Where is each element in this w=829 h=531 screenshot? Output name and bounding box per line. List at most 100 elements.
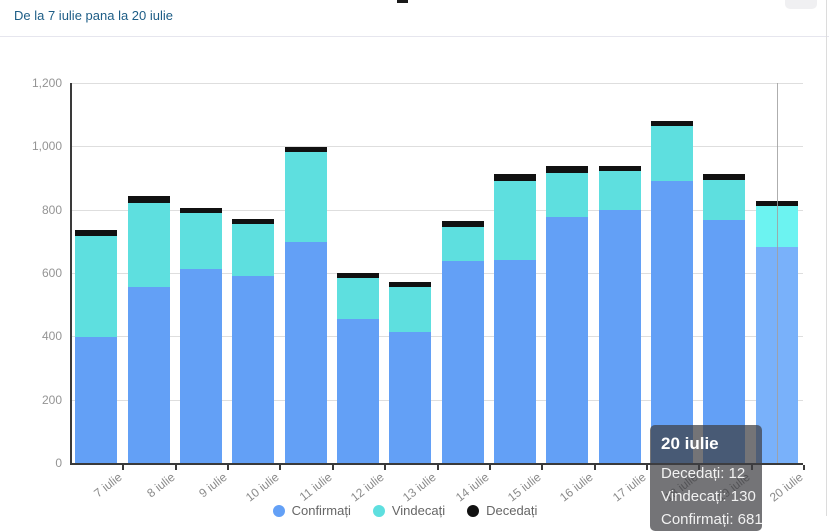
bar-segment-vindecati[interactable]	[546, 172, 589, 217]
x-axis-tick	[331, 465, 334, 470]
bar-segment-decedati[interactable]	[651, 121, 694, 127]
legend-swatch-icon	[467, 504, 480, 517]
gridline-200	[70, 399, 803, 401]
bar-segment-vindecati[interactable]	[494, 181, 537, 260]
y-tick-label: 200	[41, 392, 62, 407]
bar-segment-vindecati[interactable]	[389, 286, 432, 333]
x-axis-tick	[593, 465, 596, 470]
tooltip-recovered-line: Vindecați: 130	[661, 488, 756, 505]
legend-label: Decedați	[486, 503, 538, 518]
tooltip-deaths-line: Decedați: 12	[661, 465, 746, 482]
chart-subtitle: De la 7 iulie pana la 20 iulie	[14, 8, 173, 23]
legend-swatch-icon	[272, 504, 285, 517]
bar-13-iulie[interactable]	[389, 281, 432, 463]
bar-segment-decedati[interactable]	[179, 208, 222, 214]
bar-12-iulie[interactable]	[336, 273, 379, 463]
bar-segment-confirmati[interactable]	[441, 261, 484, 463]
bar-18-iulie[interactable]	[651, 121, 694, 463]
bar-segment-decedati[interactable]	[127, 196, 170, 204]
bar-15-iulie[interactable]	[494, 173, 537, 463]
bar-segment-vindecati[interactable]	[75, 235, 118, 338]
bar-segment-decedati[interactable]	[284, 146, 327, 152]
bar-segment-vindecati[interactable]	[441, 226, 484, 262]
bar-16-iulie[interactable]	[546, 165, 589, 463]
legend-item-confirmați[interactable]: Confirmați	[272, 503, 351, 518]
legend-label: Confirmați	[291, 503, 351, 518]
gridline-400	[70, 336, 803, 338]
bar-segment-vindecati[interactable]	[598, 170, 641, 210]
x-axis-tick	[122, 465, 125, 470]
bar-segment-decedati[interactable]	[703, 174, 746, 180]
header-menu-button[interactable]	[785, 0, 817, 9]
header-divider	[0, 36, 829, 37]
hover-crosshair-line	[776, 83, 779, 463]
bar-segment-decedati[interactable]	[389, 281, 432, 287]
y-axis-line	[70, 83, 72, 465]
x-axis-tick	[174, 465, 177, 470]
y-tick-label: 400	[41, 329, 62, 344]
gridline-800	[70, 209, 803, 211]
y-tick-label: 800	[41, 202, 62, 217]
legend-item-decedați[interactable]: Decedați	[467, 503, 537, 518]
bar-segment-confirmati[interactable]	[651, 181, 694, 463]
tooltip-confirmed-line: Confirmați: 681	[661, 511, 763, 528]
bar-segment-confirmati[interactable]	[494, 260, 537, 463]
bar-segment-confirmati[interactable]	[703, 220, 746, 463]
bar-segment-vindecati[interactable]	[127, 203, 170, 288]
bar-segment-vindecati[interactable]	[284, 151, 327, 242]
gridline-600	[70, 273, 803, 274]
bar-19-iulie[interactable]	[703, 174, 746, 463]
bar-9-iulie[interactable]	[179, 208, 222, 463]
bar-segment-decedati[interactable]	[546, 165, 589, 173]
bar-8-iulie[interactable]	[127, 196, 170, 463]
x-axis-tick	[645, 465, 648, 470]
x-axis-tick	[436, 465, 439, 470]
tooltip-title: 20 iulie	[661, 434, 719, 453]
bar-segment-decedati[interactable]	[232, 218, 275, 224]
cropped-title-remnant	[397, 0, 408, 3]
bar-segment-vindecati[interactable]	[651, 126, 694, 182]
gridline-1,200	[70, 83, 803, 84]
y-tick-label: 1,000	[31, 139, 62, 154]
x-axis-tick	[279, 465, 282, 470]
chart-legend: Confirmați Vindecați Decedați	[0, 503, 810, 518]
bar-14-iulie[interactable]	[441, 220, 484, 463]
y-tick-label: 600	[41, 266, 62, 280]
stacked-bar-chart: 0 200 400 600 800 1,000 1,200 7 iulie 8 iulie 9 i…	[31, 76, 805, 504]
bar-11-iulie[interactable]	[284, 146, 327, 463]
x-axis-tick	[541, 465, 544, 470]
bar-segment-vindecati[interactable]	[336, 278, 379, 319]
bar-segment-confirmati[interactable]	[179, 268, 222, 463]
x-axis-tick	[803, 465, 805, 470]
legend-label: Vindecați	[391, 503, 446, 518]
y-tick-label: 0	[55, 456, 62, 470]
legend-swatch-icon	[372, 504, 385, 517]
bar-segment-confirmati[interactable]	[284, 241, 327, 463]
page-right-border	[826, 0, 827, 516]
bar-segment-confirmati[interactable]	[389, 332, 432, 463]
bar-segment-decedati[interactable]	[494, 173, 537, 182]
bar-segment-decedati[interactable]	[441, 220, 484, 227]
x-axis-tick	[488, 465, 491, 470]
x-axis-tick	[227, 465, 230, 470]
bar-7-iulie[interactable]	[75, 230, 118, 463]
bar-segment-confirmati[interactable]	[336, 318, 379, 463]
x-axis-line	[70, 463, 803, 465]
y-tick-label: 1,200	[31, 76, 62, 90]
bar-segment-confirmati[interactable]	[127, 287, 170, 463]
bar-segment-vindecati[interactable]	[232, 223, 275, 276]
bar-segment-confirmati[interactable]	[75, 337, 118, 463]
bar-segment-vindecati[interactable]	[179, 213, 222, 269]
bar-segment-decedati[interactable]	[336, 273, 379, 279]
bar-segment-decedati[interactable]	[75, 230, 118, 236]
bar-17-iulie[interactable]	[598, 165, 641, 463]
bar-10-iulie[interactable]	[232, 218, 275, 463]
bar-segment-vindecati[interactable]	[703, 179, 746, 221]
bar-segment-confirmati[interactable]	[546, 216, 589, 463]
bar-segment-confirmati[interactable]	[598, 209, 641, 463]
bar-segment-decedati[interactable]	[598, 165, 641, 171]
bar-segment-confirmati[interactable]	[232, 275, 275, 463]
x-axis-tick	[384, 465, 387, 470]
chart-tooltip: 20 iulie Decedați: 12 Vindecați: 130 Con…	[650, 425, 763, 531]
legend-item-vindecați[interactable]: Vindecați	[372, 503, 446, 518]
